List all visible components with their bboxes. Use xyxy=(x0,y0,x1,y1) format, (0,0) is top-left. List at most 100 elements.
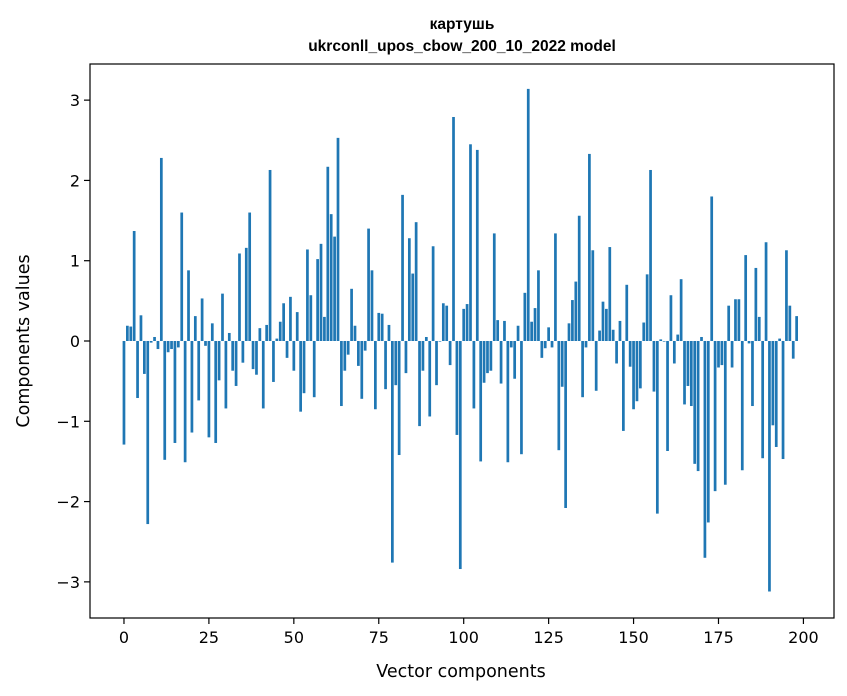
bar-70 xyxy=(360,341,364,399)
bar-160 xyxy=(666,341,669,451)
bar-25 xyxy=(207,341,211,438)
bar-84 xyxy=(407,238,411,341)
bar-188 xyxy=(761,341,765,459)
y-tick-label: 3 xyxy=(70,91,80,110)
bar-153 xyxy=(642,322,646,341)
bar-183 xyxy=(744,255,748,341)
bar-64 xyxy=(340,341,343,407)
bar-197 xyxy=(791,341,795,359)
bar-103 xyxy=(472,341,476,409)
bar-161 xyxy=(669,295,673,341)
bar-81 xyxy=(397,341,401,456)
bar-192 xyxy=(774,341,778,447)
bar-62 xyxy=(333,236,336,341)
bar-115 xyxy=(513,341,517,379)
bar-133 xyxy=(574,281,578,341)
bar-109 xyxy=(492,233,496,341)
bar-124 xyxy=(543,341,547,349)
bar-27 xyxy=(214,341,218,443)
bar-65 xyxy=(343,341,347,371)
bar-144 xyxy=(611,329,615,341)
bar-67 xyxy=(350,288,353,341)
chart-title-line1: картушь xyxy=(430,16,495,33)
bar-54 xyxy=(306,249,309,341)
bar-120 xyxy=(530,321,533,341)
bar-145 xyxy=(615,341,618,364)
bar-86 xyxy=(414,222,418,341)
bar-83 xyxy=(404,341,408,374)
bar-66 xyxy=(346,341,350,355)
bar-106 xyxy=(482,341,486,383)
bar-175 xyxy=(717,341,720,368)
bar-73 xyxy=(370,270,374,341)
bar-104 xyxy=(475,149,479,341)
bar-91 xyxy=(431,246,435,341)
bar-23 xyxy=(200,298,204,341)
bar-series xyxy=(122,88,798,592)
bar-1 xyxy=(126,325,129,341)
y-tick-label: −1 xyxy=(56,412,80,431)
bar-195 xyxy=(785,250,788,341)
bar-100 xyxy=(462,308,466,341)
bar-57 xyxy=(316,259,319,341)
bar-180 xyxy=(734,299,737,341)
bar-143 xyxy=(608,247,612,341)
bar-12 xyxy=(163,341,167,460)
bar-29 xyxy=(221,293,224,341)
bar-171 xyxy=(703,341,707,558)
bar-48 xyxy=(285,341,289,358)
bar-28 xyxy=(217,341,221,381)
bar-177 xyxy=(723,341,727,485)
y-tick-label: −3 xyxy=(56,573,80,592)
bar-158 xyxy=(659,339,663,341)
bar-152 xyxy=(639,341,642,389)
bar-130 xyxy=(564,341,567,508)
bar-51 xyxy=(295,312,299,341)
bar-128 xyxy=(557,341,561,451)
bar-121 xyxy=(533,308,537,341)
x-tick-label: 100 xyxy=(448,628,479,647)
bar-108 xyxy=(489,341,493,371)
bar-42 xyxy=(265,324,269,341)
bar-178 xyxy=(727,305,731,341)
bar-150 xyxy=(632,341,635,410)
bar-52 xyxy=(299,341,302,412)
bar-134 xyxy=(577,215,581,341)
bar-102 xyxy=(469,144,472,341)
bar-43 xyxy=(268,169,272,341)
chart-title-line2: ukrconll_upos_cbow_200_10_2022 model xyxy=(308,38,616,55)
bar-163 xyxy=(676,334,680,341)
x-tick-label: 25 xyxy=(199,628,219,647)
bar-138 xyxy=(591,250,595,341)
bar-196 xyxy=(788,305,792,341)
bar-47 xyxy=(282,303,285,341)
bar-82 xyxy=(401,194,404,341)
bar-79 xyxy=(391,341,394,563)
bar-122 xyxy=(537,270,540,341)
bar-147 xyxy=(622,341,625,431)
bar-60 xyxy=(326,166,330,341)
bar-38 xyxy=(251,341,255,370)
bar-78 xyxy=(387,324,391,341)
bar-182 xyxy=(740,341,744,471)
bar-50 xyxy=(292,341,296,371)
bar-154 xyxy=(645,274,649,341)
bar-41 xyxy=(261,341,265,409)
bar-132 xyxy=(571,300,574,341)
bar-179 xyxy=(730,341,734,368)
bar-49 xyxy=(289,296,292,341)
bar-167 xyxy=(689,341,693,407)
bar-185 xyxy=(751,341,754,407)
bar-87 xyxy=(418,341,421,427)
bar-189 xyxy=(764,242,768,341)
bar-168 xyxy=(693,341,697,464)
bar-31 xyxy=(227,332,231,341)
bar-17 xyxy=(180,212,184,341)
bar-148 xyxy=(625,284,629,341)
bar-114 xyxy=(509,341,513,348)
bar-34 xyxy=(238,253,241,341)
x-tick-label: 200 xyxy=(788,628,819,647)
bar-172 xyxy=(706,341,710,523)
bar-165 xyxy=(683,341,686,405)
bar-44 xyxy=(272,341,275,382)
